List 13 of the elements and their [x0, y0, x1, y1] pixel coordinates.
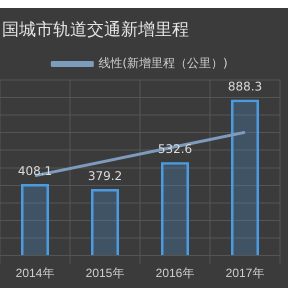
bar — [161, 162, 189, 256]
bar — [21, 184, 49, 256]
x-tick-label: 2016年 — [156, 266, 194, 280]
x-tick-label: 2014年 — [16, 266, 54, 280]
x-tick-label: 2017年 — [226, 266, 264, 280]
bar — [231, 100, 259, 256]
legend-label: 线性(新增里程（公里）) — [98, 56, 228, 70]
chart-title: 国城市轨道交通新增里程 — [2, 19, 189, 41]
x-tick-label: 2015年 — [86, 266, 124, 280]
data-label: 379.2 — [88, 169, 122, 184]
data-label: 888.3 — [228, 80, 262, 94]
bar — [91, 189, 119, 256]
data-label: 408.1 — [18, 164, 52, 178]
